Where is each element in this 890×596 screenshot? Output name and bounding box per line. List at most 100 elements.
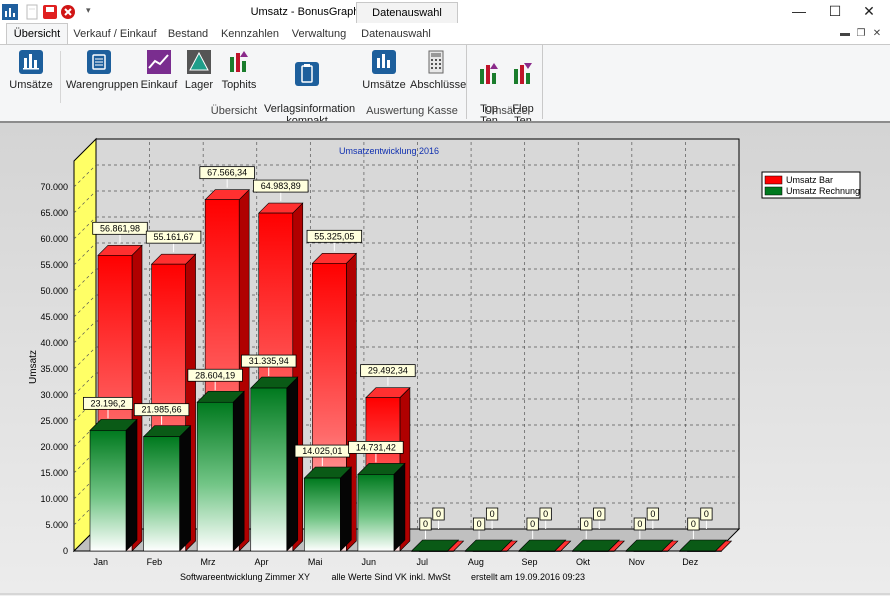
mdi-minimize-button[interactable]: ▬ [840, 28, 850, 39]
x-tick-label: Sep [521, 557, 537, 567]
bar-umsatz-rechnung-mai-side [340, 466, 352, 552]
grid-line-side [73, 346, 97, 370]
abschluesse-button[interactable]: Abschlüsse [410, 49, 466, 91]
bar-umsatz-rechnung-mai-front [304, 477, 341, 552]
data-label-bar-okt-text: 0 [597, 509, 602, 519]
x-tick-label: Nov [629, 557, 646, 567]
bar-umsatz-rechnung-jan [89, 418, 138, 552]
data-label-rechnung-feb: 21.985,66 [133, 403, 190, 425]
y-axis: 0 5.000 10.000 15.000 20.000 25.000 30.000 35.0… [40, 182, 68, 556]
close-button[interactable]: ✕ [863, 3, 875, 19]
qat-dropdown-icon[interactable]: ▾ [86, 5, 91, 15]
einkauf-button[interactable]: Einkauf [140, 49, 178, 91]
y-tick-label: 0 [63, 546, 68, 556]
x-axis: Jan Feb Mrz Apr Mai Jun Jul Aug Sep Okt Nov Dez [94, 557, 699, 567]
warengruppen-label: Warengruppen [66, 79, 139, 91]
data-label-rechnung-nov: 0 [633, 517, 646, 539]
data-label-rechnung-mai-text: 14.025,01 [302, 446, 342, 456]
group-label-umsaetze: Umsätze [484, 105, 528, 117]
data-label-rechnung-jan: 23.196,2 [83, 396, 134, 419]
bar-umsatz-rechnung-jun-side [393, 462, 406, 552]
bar-umsatz-rechnung-feb [142, 424, 192, 552]
legend-label-rechnung: Umsatz Rechnung [786, 186, 860, 196]
bar-umsatz-rechnung-nov [625, 539, 674, 552]
data-label-rechnung-apr: 31.335,94 [241, 354, 297, 377]
pyramid-icon [187, 50, 211, 74]
minimize-button[interactable]: — [792, 3, 806, 19]
bar-umsatz-rechnung-jan-front [89, 430, 127, 552]
bar-umsatz-rechnung-apr-front [250, 387, 288, 552]
y-tick-label: 40.000 [40, 338, 68, 348]
bar-umsatz-rechnung-jan-side [125, 418, 138, 552]
data-label-bar-dez-text: 0 [704, 509, 709, 519]
app-logo-icon [2, 4, 18, 20]
save-icon[interactable] [42, 4, 58, 20]
group-label-auswertung-kasse: Auswertung Kasse [366, 105, 458, 117]
tab-uebersicht[interactable]: Übersicht [6, 23, 68, 45]
bar-umsatz-rechnung-aug [464, 539, 513, 552]
data-label-rechnung-sep-text: 0 [530, 519, 535, 529]
title-bar: ▾ Umsatz - BonusGraph Datenauswahl — ☐ ✕ [0, 0, 890, 24]
kasse-umsaetze-label: Umsätze [362, 79, 406, 91]
y-tick-label: 50.000 [40, 286, 68, 296]
tophits-button[interactable]: Tophits [220, 49, 258, 91]
y-tick-label: 25.000 [40, 416, 68, 426]
bar-umsatz-rechnung-nov-front [625, 550, 663, 552]
umsaetze-button[interactable]: Umsätze [8, 49, 54, 91]
data-label-bar-dez: 0 [700, 507, 713, 529]
x-tick-label: Aug [468, 557, 484, 567]
bar-umsatz-rechnung-mrz [196, 390, 245, 552]
bar-umsatz-rechnung-apr [250, 376, 299, 552]
data-label-rechnung-jul-text: 0 [423, 519, 428, 529]
mdi-close-button[interactable]: ✕ [872, 28, 882, 39]
data-label-rechnung-aug-text: 0 [477, 519, 482, 529]
close-document-icon[interactable] [60, 4, 76, 20]
abschluesse-label: Abschlüsse [410, 79, 467, 91]
tab-datenauswahl[interactable]: Datenauswahl [361, 28, 431, 40]
grid-line-side [73, 372, 97, 396]
data-label-rechnung-jan-text: 23.196,2 [90, 398, 125, 408]
footer-created: erstellt am 19.09.2016 09:23 [471, 572, 585, 582]
tab-verwaltung[interactable]: Verwaltung [291, 28, 347, 40]
verlagsinformation-button[interactable]: Verlagsinformation kompakt [264, 49, 355, 127]
x-tick-label: Dez [682, 557, 699, 567]
lager-button[interactable]: Lager [182, 49, 216, 91]
data-label-bar-apr: 64.983,89 [253, 179, 309, 202]
grid-line-side [73, 320, 97, 344]
y-tick-label: 5.000 [45, 520, 68, 530]
x-tick-label: Mai [308, 557, 323, 567]
kasse-umsaetze-button[interactable]: Umsätze [362, 49, 406, 91]
x-tick-label: Jul [417, 557, 429, 567]
mdi-restore-button[interactable]: ❐ [856, 28, 866, 39]
data-label-rechnung-mrz-text: 28.604,19 [195, 370, 235, 380]
data-label-bar-aug: 0 [485, 507, 499, 529]
legend-label-bar: Umsatz Bar [786, 175, 833, 185]
lager-label: Lager [184, 79, 214, 91]
data-label-bar-aug-text: 0 [490, 509, 495, 519]
warengruppen-button[interactable]: Warengruppen [66, 49, 138, 91]
data-label-bar-mrz: 67.566,34 [199, 166, 255, 188]
data-label-rechnung-okt: 0 [580, 517, 593, 539]
new-document-icon[interactable] [24, 4, 40, 20]
tab-bestand[interactable]: Bestand [167, 28, 209, 40]
tab-verkauf-einkauf[interactable]: Verkauf / Einkauf [73, 28, 157, 40]
data-label-bar-jan: 56.861,98 [92, 221, 148, 244]
maximize-button[interactable]: ☐ [828, 3, 842, 19]
x-tick-label: Feb [147, 557, 163, 567]
data-label-rechnung-nov-text: 0 [637, 519, 642, 529]
data-label-rechnung-sep: 0 [526, 517, 539, 539]
bar-umsatz-rechnung-mrz-side [232, 390, 245, 552]
umsaetze-label: Umsätze [9, 79, 53, 91]
bar-umsatz-rechnung-jun-front [357, 474, 395, 552]
bar-umsatz-rechnung-apr-side [286, 376, 299, 552]
flop-ten-icon [514, 63, 532, 84]
data-label-bar-apr-text: 64.983,89 [261, 181, 301, 191]
x-tick-label: Okt [576, 557, 591, 567]
data-label-bar-jul-text: 0 [436, 509, 441, 519]
y-tick-label: 60.000 [40, 234, 68, 244]
y-tick-label: 35.000 [40, 364, 68, 374]
ribbon-tabs: Übersicht Verkauf / Einkauf Bestand Kenn… [0, 23, 890, 45]
tab-kennzahlen[interactable]: Kennzahlen [220, 28, 280, 40]
y-tick-label: 65.000 [40, 208, 68, 218]
data-label-rechnung-jul: 0 [419, 517, 432, 539]
